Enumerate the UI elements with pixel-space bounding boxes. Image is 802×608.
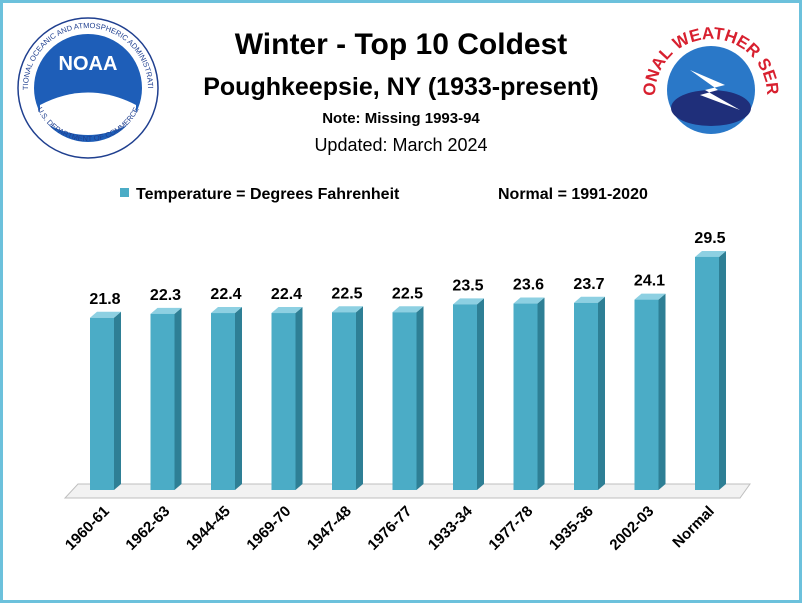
bar-top [695, 250, 726, 257]
bar [634, 293, 666, 490]
bar [574, 296, 605, 490]
bar-side [356, 306, 363, 490]
bar-top [150, 307, 182, 314]
bar-front [392, 312, 417, 490]
legend-swatch [120, 188, 129, 197]
value-label: 21.8 [89, 291, 120, 308]
bar [150, 307, 182, 490]
bar-side [477, 298, 484, 490]
value-label: 23.6 [513, 277, 544, 294]
bar-top [332, 306, 363, 313]
bar [513, 297, 545, 490]
value-label: 23.7 [573, 276, 604, 293]
bar-front [271, 313, 296, 490]
value-label: 23.5 [452, 277, 483, 294]
bar-side [658, 293, 666, 490]
bar-top [90, 311, 121, 318]
bar-front [211, 313, 235, 490]
chart-title: Winter - Top 10 Coldest [235, 28, 568, 61]
bar [90, 311, 121, 490]
bar-top [513, 297, 545, 304]
bar-top [392, 306, 424, 313]
bar-side [537, 297, 545, 490]
bar-side [295, 307, 303, 490]
bar-top [634, 293, 666, 300]
bar-front [90, 317, 114, 490]
bar-top [574, 296, 605, 303]
value-label: 29.5 [694, 230, 725, 247]
value-label: 22.4 [210, 286, 241, 303]
noaa-text: NOAA [59, 53, 118, 75]
bar-top [453, 298, 484, 305]
updated: Updated: March 2024 [314, 135, 487, 155]
value-label: 22.3 [150, 287, 181, 304]
note: Note: Missing 1993-94 [322, 110, 480, 127]
bar-side [598, 296, 605, 490]
bar-front [634, 299, 659, 490]
legend-note: Normal = 1991-2020 [498, 186, 648, 203]
value-label: 24.1 [634, 273, 665, 290]
bar [695, 250, 726, 490]
bar-front [332, 312, 356, 490]
bar-side [174, 307, 182, 490]
bar [271, 307, 303, 490]
bar-side [114, 311, 121, 490]
bar-top [271, 307, 303, 314]
bar-front [513, 303, 538, 490]
bar-front [695, 256, 719, 490]
value-label: 22.5 [392, 285, 423, 302]
bar [211, 307, 242, 490]
bar-front [574, 302, 598, 490]
bar-front [150, 313, 175, 490]
bar-side [416, 306, 424, 490]
bar-side [719, 250, 726, 490]
chart-subtitle: Poughkeepsie, NY (1933-present) [203, 73, 599, 101]
bar [332, 306, 363, 490]
bar-front [453, 304, 477, 490]
bar-side [235, 307, 242, 490]
bar [453, 298, 484, 490]
legend-label: Temperature = Degrees Fahrenheit [136, 186, 400, 203]
value-label: 22.5 [331, 285, 362, 302]
bar [392, 306, 424, 490]
bar-top [211, 307, 242, 314]
value-label: 22.4 [271, 286, 302, 303]
